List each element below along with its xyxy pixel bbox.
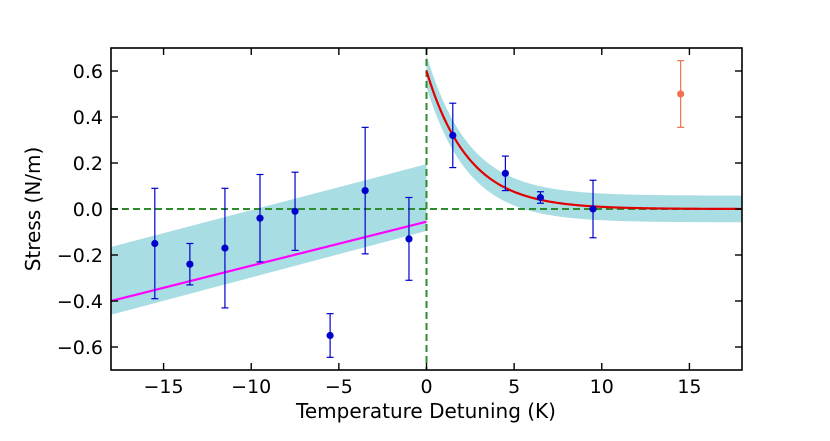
data-point [221, 244, 229, 252]
x-tick-label: −10 [231, 376, 271, 398]
data-points [151, 60, 685, 358]
x-tick-label: −15 [144, 376, 184, 398]
y-tick-label: −0.2 [57, 245, 103, 267]
x-tick-label: 0 [420, 376, 432, 398]
exponential-fit-line [425, 70, 742, 211]
data-point [326, 331, 334, 340]
exponential-confidence-band [426, 54, 742, 223]
data-point [186, 260, 194, 268]
data-point [677, 90, 685, 98]
y-axis-label: Stress (N/m) [21, 147, 45, 272]
data-point [256, 214, 264, 222]
data-point [536, 193, 545, 202]
reference-lines [111, 48, 742, 370]
y-tick-label: 0.6 [73, 61, 103, 83]
y-axis-ticks: −0.6 −0.4 −0.2 0.0 0.2 0.4 0.6 [57, 61, 742, 359]
y-tick-label: 0.4 [73, 107, 103, 129]
x-axis-label: Temperature Detuning (K) [295, 399, 556, 423]
y-tick-label: 0.2 [73, 153, 103, 175]
data-point [361, 187, 369, 195]
x-tick-label: 15 [677, 376, 701, 398]
data-point [449, 131, 457, 139]
y-tick-label: 0.0 [73, 199, 103, 221]
fit-lines [110, 70, 742, 303]
linear-fit-line [110, 220, 427, 303]
data-point [291, 207, 299, 215]
linear-confidence-band [111, 164, 427, 315]
x-axis-ticks: −15 −10 −5 0 5 10 15 [144, 48, 702, 398]
data-point [589, 205, 597, 213]
y-tick-label: −0.6 [57, 337, 103, 359]
x-tick-label: 10 [590, 376, 614, 398]
y-tick-label: −0.4 [57, 291, 103, 313]
data-point [501, 169, 509, 177]
data-point [151, 239, 159, 248]
x-tick-label: −5 [325, 376, 353, 398]
data-point [405, 235, 413, 243]
x-tick-label: 5 [508, 376, 520, 398]
